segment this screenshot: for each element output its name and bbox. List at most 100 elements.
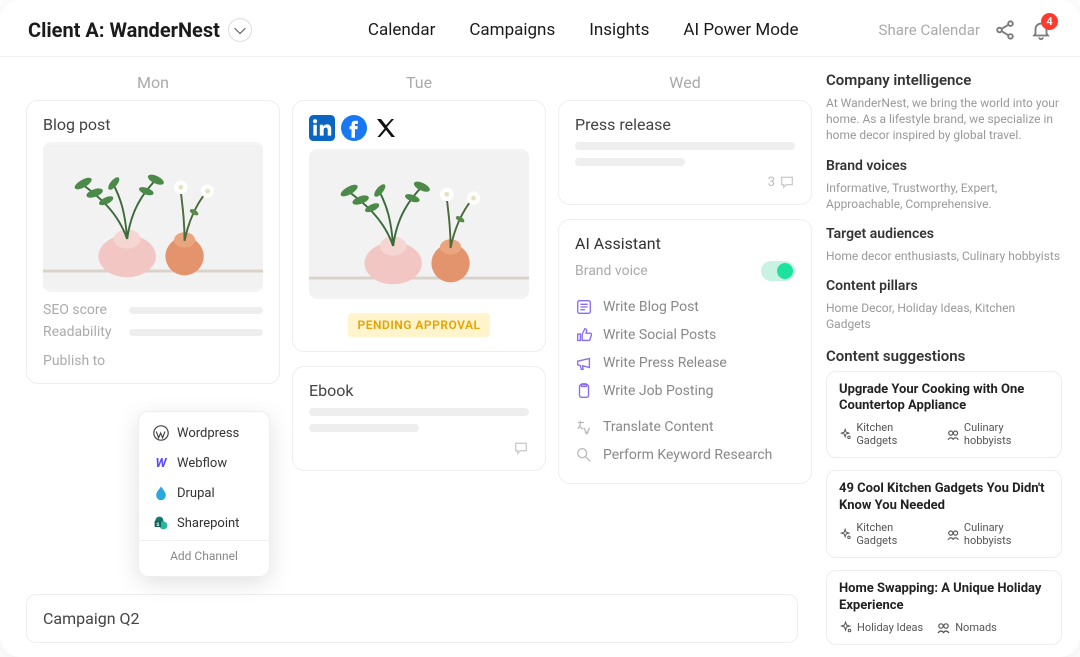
client-title: Client A: WanderNest bbox=[28, 18, 220, 42]
megaphone-icon bbox=[575, 354, 593, 372]
ai-translate[interactable]: Translate Content bbox=[575, 413, 795, 441]
day-col-tue: Tue bbox=[292, 63, 546, 586]
notification-badge: 4 bbox=[1041, 13, 1058, 30]
ai-item-label: Write Blog Post bbox=[603, 299, 699, 315]
comment-icon bbox=[513, 440, 529, 456]
suggestion-title: Home Swapping: A Unique Holiday Experien… bbox=[839, 581, 1049, 615]
ai-item-label: Translate Content bbox=[603, 419, 714, 435]
suggestion-card[interactable]: Upgrade Your Cooking with One Countertop… bbox=[826, 371, 1062, 459]
tag-label: Kitchen Gadgets bbox=[856, 421, 932, 447]
ai-write-social[interactable]: Write Social Posts bbox=[575, 321, 795, 349]
add-channel-label: Add Channel bbox=[170, 549, 238, 563]
ai-keyword[interactable]: Perform Keyword Research bbox=[575, 441, 795, 469]
blog-metrics: SEO score Readability bbox=[43, 302, 263, 340]
publisher-label: Wordpress bbox=[177, 426, 239, 441]
ebook-card[interactable]: Ebook bbox=[292, 366, 546, 471]
nav-campaigns[interactable]: Campaigns bbox=[469, 20, 555, 40]
ai-write-press[interactable]: Write Press Release bbox=[575, 349, 795, 377]
content-suggestions-title: Content suggestions bbox=[826, 347, 1062, 365]
publish-label: Publish to bbox=[43, 353, 105, 369]
pillar-icon bbox=[839, 428, 851, 441]
app-root: Client A: WanderNest Calendar Campaigns … bbox=[0, 0, 1080, 657]
readability-bar bbox=[129, 329, 263, 336]
ai-item-label: Write Press Release bbox=[603, 355, 727, 371]
comment-icon bbox=[779, 174, 795, 190]
publisher-webflow[interactable]: W Webflow bbox=[139, 448, 269, 478]
day-columns: Mon Blog post SEO score bbox=[26, 57, 812, 586]
suggestion-title: 49 Cool Kitchen Gadgets You Didn't Know … bbox=[839, 481, 1049, 515]
facebook-icon bbox=[341, 115, 367, 141]
sharepoint-icon: S bbox=[153, 515, 169, 531]
thumbs-up-icon bbox=[575, 326, 593, 344]
publisher-drupal[interactable]: Drupal bbox=[139, 478, 269, 508]
blog-icon bbox=[575, 298, 593, 316]
content-pillars-title: Content pillars bbox=[826, 278, 1062, 294]
ai-item-label: Write Job Posting bbox=[603, 383, 713, 399]
social-thumbnail bbox=[309, 149, 529, 299]
drupal-icon bbox=[153, 485, 169, 501]
card-title: Ebook bbox=[309, 381, 529, 400]
campaign-label: Campaign Q2 bbox=[43, 609, 140, 628]
tag-label: Kitchen Gadgets bbox=[856, 521, 932, 547]
svg-text:S: S bbox=[156, 522, 159, 528]
day-col-wed: Wed Press release 3 AI Assist bbox=[558, 63, 812, 586]
skeleton-line bbox=[309, 408, 529, 416]
publish-dropdown: Wordpress W Webflow Drupal bbox=[138, 411, 270, 577]
suggestion-card[interactable]: Home Swapping: A Unique Holiday Experien… bbox=[826, 570, 1062, 645]
audience-icon bbox=[947, 528, 959, 541]
company-intel-text: At WanderNest, we bring the world into y… bbox=[826, 95, 1062, 144]
skeleton-line bbox=[575, 158, 685, 166]
suggestion-title: Upgrade Your Cooking with One Countertop… bbox=[839, 382, 1049, 416]
right-rail: Company intelligence At WanderNest, we b… bbox=[812, 57, 1080, 657]
translate-icon bbox=[575, 418, 593, 436]
social-post-card[interactable]: PENDING APPROVAL bbox=[292, 100, 546, 352]
ai-write-blog[interactable]: Write Blog Post bbox=[575, 293, 795, 321]
client-selector[interactable]: Client A: WanderNest bbox=[28, 18, 252, 42]
client-chevron-button[interactable] bbox=[228, 18, 252, 42]
tag-label: Culinary hobbyists bbox=[964, 421, 1049, 447]
day-col-mon: Mon Blog post SEO score bbox=[26, 63, 280, 586]
day-header: Tue bbox=[292, 63, 546, 100]
social-channels bbox=[309, 115, 529, 141]
brand-voices-title: Brand voices bbox=[826, 158, 1062, 174]
brand-voice-label: Brand voice bbox=[575, 263, 648, 279]
tag-label: Holiday Ideas bbox=[857, 621, 923, 634]
webflow-icon: W bbox=[153, 455, 169, 471]
ai-write-job[interactable]: Write Job Posting bbox=[575, 377, 795, 405]
publisher-sharepoint[interactable]: S Sharepoint bbox=[139, 508, 269, 538]
seo-bar bbox=[129, 307, 263, 314]
tag-label: Nomads bbox=[955, 621, 997, 634]
readability-label: Readability bbox=[43, 324, 121, 340]
suggestion-card[interactable]: 49 Cool Kitchen Gadgets You Didn't Know … bbox=[826, 470, 1062, 558]
bell-icon[interactable]: 4 bbox=[1030, 19, 1052, 41]
press-release-card[interactable]: Press release 3 bbox=[558, 100, 812, 205]
publisher-label: Sharepoint bbox=[177, 516, 239, 531]
clipboard-icon bbox=[575, 382, 593, 400]
publisher-wordpress[interactable]: Wordpress bbox=[139, 418, 269, 448]
ai-item-label: Perform Keyword Research bbox=[603, 447, 772, 463]
skeleton-line bbox=[575, 142, 795, 150]
comment-count: 3 bbox=[768, 175, 775, 190]
target-audiences-title: Target audiences bbox=[826, 226, 1062, 242]
nav-ai-power[interactable]: AI Power Mode bbox=[683, 20, 798, 40]
campaign-bar[interactable]: Campaign Q2 bbox=[26, 594, 798, 643]
pillar-icon bbox=[839, 528, 851, 541]
wordpress-icon bbox=[153, 425, 169, 441]
share-label: Share Calendar bbox=[879, 21, 980, 39]
publisher-label: Webflow bbox=[177, 456, 227, 471]
nav-calendar[interactable]: Calendar bbox=[368, 20, 435, 40]
tag-label: Culinary hobbyists bbox=[964, 521, 1049, 547]
pending-badge: PENDING APPROVAL bbox=[348, 313, 491, 337]
day-header: Wed bbox=[558, 63, 812, 100]
add-channel-button[interactable]: Add Channel bbox=[139, 540, 269, 570]
nav-insights[interactable]: Insights bbox=[589, 20, 649, 40]
company-intel-title: Company intelligence bbox=[826, 71, 1062, 89]
share-icon[interactable] bbox=[994, 19, 1016, 41]
target-audiences-text: Home decor enthusiasts, Culinary hobbyis… bbox=[826, 248, 1062, 264]
pillar-icon bbox=[839, 621, 852, 634]
content-pillars-text: Home Decor, Holiday Ideas, Kitchen Gadge… bbox=[826, 300, 1062, 332]
x-icon bbox=[373, 115, 399, 141]
blog-post-card[interactable]: Blog post SEO score Readability bbox=[26, 100, 280, 384]
brand-voice-toggle[interactable] bbox=[761, 261, 795, 281]
linkedin-icon bbox=[309, 115, 335, 141]
